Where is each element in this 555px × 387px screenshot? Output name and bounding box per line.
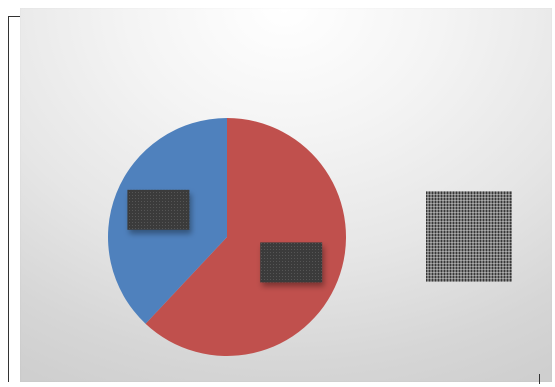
pie-data-labels: [127, 189, 323, 283]
frame-corner-tick: [539, 374, 540, 384]
frame-left-border: [8, 16, 9, 382]
data-label-2: [127, 189, 190, 230]
frame-top-border: [8, 16, 20, 17]
data-label-1: [260, 242, 323, 283]
pie-slices: [108, 118, 346, 356]
legend: [426, 191, 512, 282]
pie-slice-1: [145, 118, 346, 356]
